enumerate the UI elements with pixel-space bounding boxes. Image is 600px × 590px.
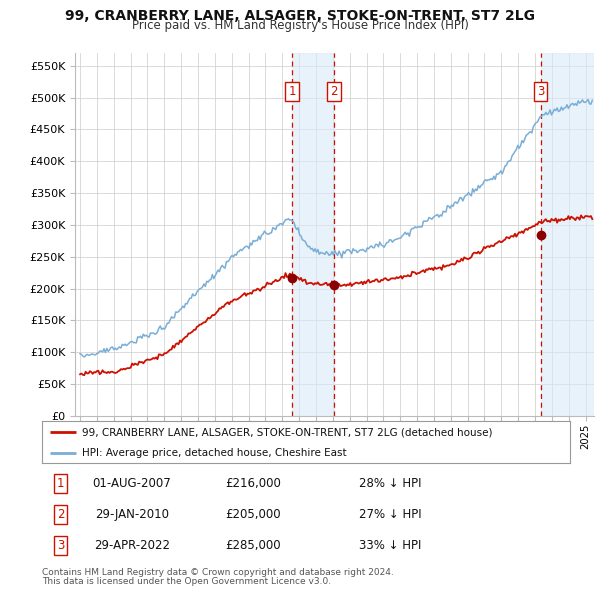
Text: 99, CRANBERRY LANE, ALSAGER, STOKE-ON-TRENT, ST7 2LG: 99, CRANBERRY LANE, ALSAGER, STOKE-ON-TR… [65,9,535,23]
Text: 3: 3 [537,85,544,98]
Text: 2: 2 [57,508,64,522]
Text: 29-APR-2022: 29-APR-2022 [94,539,170,552]
Bar [541,53,594,416]
Text: 99, CRANBERRY LANE, ALSAGER, STOKE-ON-TRENT, ST7 2LG (detached house): 99, CRANBERRY LANE, ALSAGER, STOKE-ON-TR… [82,427,492,437]
Text: HPI: Average price, detached house, Cheshire East: HPI: Average price, detached house, Ches… [82,448,346,458]
Text: £205,000: £205,000 [226,508,281,522]
Text: 01-AUG-2007: 01-AUG-2007 [92,477,171,490]
Text: 28% ↓ HPI: 28% ↓ HPI [359,477,421,490]
Text: 29-JAN-2010: 29-JAN-2010 [95,508,169,522]
Text: 1: 1 [57,477,64,490]
Text: 33% ↓ HPI: 33% ↓ HPI [359,539,421,552]
Text: This data is licensed under the Open Government Licence v3.0.: This data is licensed under the Open Gov… [42,577,331,586]
Bar [292,53,334,416]
Text: Contains HM Land Registry data © Crown copyright and database right 2024.: Contains HM Land Registry data © Crown c… [42,568,394,576]
Text: 1: 1 [288,85,296,98]
Text: Price paid vs. HM Land Registry's House Price Index (HPI): Price paid vs. HM Land Registry's House … [131,19,469,32]
Text: £285,000: £285,000 [226,539,281,552]
Text: 3: 3 [57,539,64,552]
Text: 2: 2 [331,85,338,98]
Text: 27% ↓ HPI: 27% ↓ HPI [359,508,421,522]
Text: £216,000: £216,000 [225,477,281,490]
